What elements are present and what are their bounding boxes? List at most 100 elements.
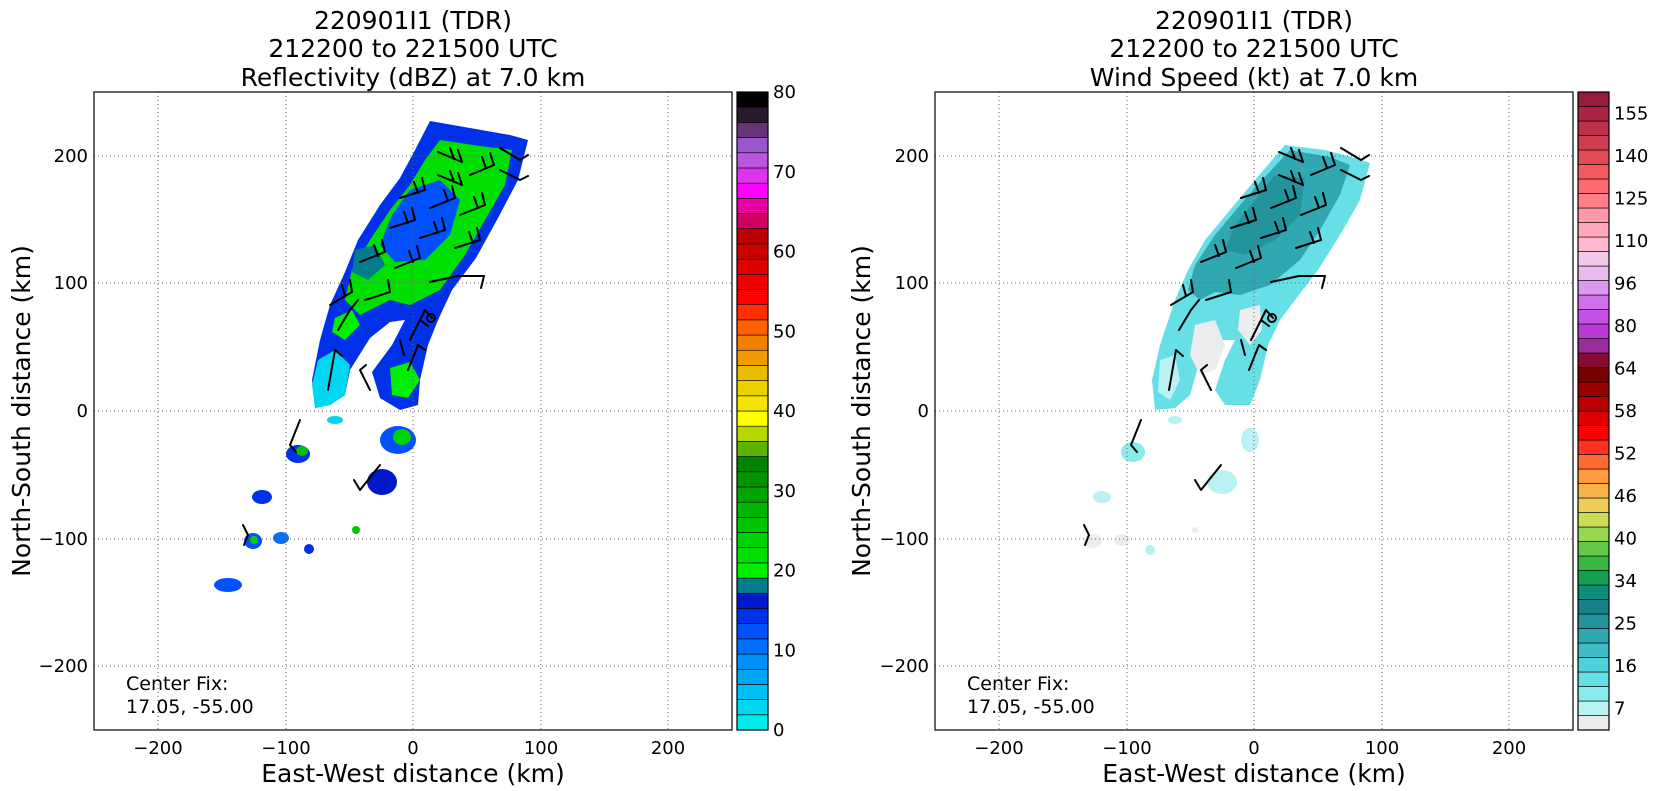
colorbar-segment — [736, 471, 769, 488]
x-axis-label: East-West distance (km) — [261, 759, 565, 787]
wind-cell — [1093, 491, 1111, 503]
colorbar-segment — [736, 91, 769, 108]
panel-title-line-1: 220901I1 (TDR) — [1155, 6, 1353, 35]
colorbar-segment — [1577, 207, 1610, 223]
colorbar-segment — [736, 334, 769, 351]
echo-cell — [352, 526, 360, 534]
colorbar-segment — [1577, 526, 1610, 542]
x-tick-label: 0 — [1248, 738, 1259, 759]
colorbar-segment — [736, 456, 769, 473]
colorbar-segment — [1577, 236, 1610, 252]
panel-title-line-2: 212200 to 221500 UTC — [268, 34, 557, 63]
colorbar-segment — [1577, 483, 1610, 499]
colorbar-segment — [736, 441, 769, 457]
colorbar-segment — [736, 653, 769, 670]
center-fix-label: Center Fix: — [126, 673, 228, 695]
colorbar-segment — [736, 532, 769, 549]
echo-cell — [252, 490, 272, 504]
colorbar-segment — [1577, 584, 1610, 600]
colorbar-segment — [736, 122, 769, 138]
colorbar-segment — [736, 380, 769, 397]
colorbar-segment — [736, 668, 769, 685]
wind-band-light — [1190, 320, 1225, 375]
wind-speed-panel: 220901I1 (TDR) 212200 to 221500 UTC Wind… — [847, 6, 1648, 788]
y-tick-label: −100 — [39, 529, 88, 550]
panel-title-line-2: 212200 to 221500 UTC — [1109, 34, 1398, 63]
colorbar-tick-label: 70 — [773, 162, 796, 183]
wind-cell — [1145, 545, 1155, 555]
colorbar-tick-label: 30 — [773, 481, 796, 502]
colorbar-segment — [1577, 294, 1610, 310]
x-tick-label: 200 — [1492, 738, 1526, 759]
y-tick-label: 200 — [54, 146, 88, 167]
colorbar-tick-label: 110 — [1614, 231, 1648, 252]
colorbar-segment — [736, 273, 769, 290]
center-fix-value: 17.05, -55.00 — [967, 696, 1095, 718]
colorbar-tick-label: 50 — [773, 321, 796, 342]
colorbar-segment — [1577, 120, 1610, 136]
colorbar-tick-label: 20 — [773, 561, 796, 582]
colorbar-segment — [736, 198, 769, 214]
colorbar-tick-label: 140 — [1614, 146, 1648, 167]
colorbar-tick-label: 25 — [1614, 614, 1637, 635]
plot-frame — [934, 91, 1574, 731]
echo-cell — [327, 416, 343, 424]
y-axis-label: North-South distance (km) — [7, 245, 36, 577]
y-tick-label: 100 — [895, 273, 929, 294]
colorbar-tick-label: 40 — [1614, 529, 1637, 550]
colorbar-tick-label: 40 — [773, 401, 796, 422]
colorbar-segment — [1577, 280, 1610, 296]
colorbar-segment — [736, 699, 769, 716]
colorbar-segment — [1577, 715, 1610, 731]
wind-barb — [242, 147, 529, 546]
wind-cell — [1114, 534, 1130, 546]
colorbar-frame — [1577, 91, 1610, 731]
wind-band-darkest — [1225, 175, 1305, 255]
echo-cell-core — [393, 429, 411, 445]
colorbar-tick-label: 34 — [1614, 571, 1637, 592]
colorbar-segment — [736, 425, 769, 442]
colorbar-segment — [736, 167, 769, 184]
center-fix-marker — [426, 313, 436, 323]
echo-cell — [367, 469, 397, 495]
colorbar-segment — [1577, 555, 1610, 571]
colorbar-segment — [1577, 700, 1610, 716]
wind-cell — [1168, 416, 1182, 424]
echo-band-inner — [380, 180, 460, 262]
colorbar-segment — [736, 608, 769, 624]
colorbar-segment — [736, 319, 769, 336]
wind-speed-field — [1084, 145, 1370, 555]
colorbar-segment — [1577, 439, 1610, 455]
colorbar-segment — [1577, 497, 1610, 513]
y-tick-label: 100 — [54, 273, 88, 294]
panel-title-line-3: Reflectivity (dBZ) at 7.0 km — [241, 63, 586, 92]
colorbar-segment — [1577, 628, 1610, 644]
colorbar-segment — [736, 137, 769, 154]
x-tick-label: −200 — [133, 738, 182, 759]
wind-barbs — [1083, 147, 1370, 546]
colorbar-segment — [1577, 686, 1610, 702]
colorbar-segment — [736, 365, 769, 381]
colorbar-tick-label: 125 — [1614, 188, 1648, 209]
echo-cell — [273, 532, 289, 544]
wind-barb — [1083, 147, 1370, 546]
colorbar-tick-label: 80 — [1614, 316, 1637, 337]
colorbar-segment — [736, 714, 769, 731]
colorbar-segment — [736, 562, 769, 579]
colorbar-tick-label: 10 — [773, 640, 796, 661]
colorbar-segment — [736, 592, 769, 609]
colorbar-segment — [1577, 454, 1610, 470]
colorbar-tick-label: 7 — [1614, 699, 1625, 720]
colorbar-segment — [736, 577, 769, 594]
echo-cell — [304, 544, 314, 554]
colorbar-segment — [1577, 512, 1610, 528]
y-ticks: 200 100 0 −100 −200 — [880, 146, 929, 677]
echo-cell-core — [296, 446, 308, 456]
colorbar-segment — [1577, 570, 1610, 586]
y-tick-label: 200 — [895, 146, 929, 167]
y-tick-label: −200 — [880, 656, 929, 677]
wind-barbs — [242, 147, 529, 546]
x-ticks: −200 −100 0 100 200 — [974, 738, 1526, 759]
colorbar-segment — [736, 243, 769, 260]
